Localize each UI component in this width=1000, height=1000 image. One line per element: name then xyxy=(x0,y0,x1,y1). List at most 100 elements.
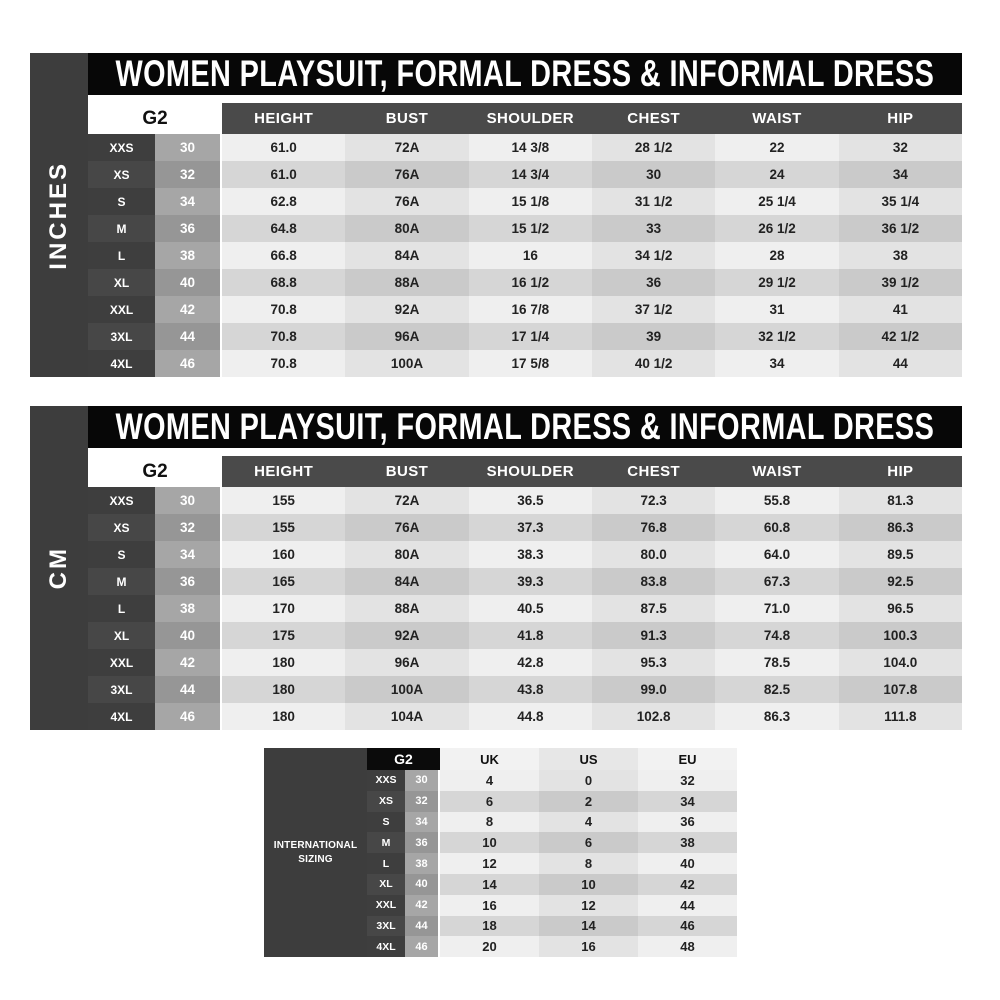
value-cell: 87.5 xyxy=(592,595,716,622)
value-cell: 81.3 xyxy=(838,487,962,514)
value-cell: 4 xyxy=(539,811,638,833)
size-number-cell: 36 xyxy=(155,568,222,595)
size-number-cell: 30 xyxy=(405,770,440,791)
value-cell: 84A xyxy=(345,568,469,595)
value-cell: 25 1/4 xyxy=(715,188,839,215)
table-title: WOMEN PLAYSUIT, FORMAL DRESS & INFORMAL … xyxy=(115,406,935,447)
value-cell: 70.8 xyxy=(222,350,346,377)
value-cell: 16 7/8 xyxy=(468,296,592,323)
value-cell: 31 1/2 xyxy=(592,188,716,215)
value-cell: 86.3 xyxy=(715,703,839,730)
size-label-cell: L xyxy=(367,853,405,874)
value-cell: 95.3 xyxy=(592,649,716,676)
value-cell: 39 xyxy=(592,323,716,350)
value-cell: 15 1/2 xyxy=(468,215,592,242)
size-label-cell: 3XL xyxy=(367,915,405,937)
column-header: WAIST xyxy=(715,103,839,134)
value-cell: 24 xyxy=(715,161,839,188)
size-label-cell: XXL xyxy=(88,649,155,676)
value-cell: 175 xyxy=(222,622,346,649)
value-cell: 34 1/2 xyxy=(592,242,716,269)
value-cell: 16 xyxy=(539,936,638,958)
value-cell: 70.8 xyxy=(222,296,346,323)
size-number-cell: 46 xyxy=(155,703,222,730)
value-cell: 92A xyxy=(345,296,469,323)
g2-size-system-header: G2 xyxy=(367,748,440,770)
value-cell: 34 xyxy=(715,350,839,377)
value-cell: 83.8 xyxy=(592,568,716,595)
value-cell: 104.0 xyxy=(838,649,962,676)
value-cell: 35 1/4 xyxy=(838,188,962,215)
size-label-cell: 4XL xyxy=(88,350,155,377)
value-cell: 40.5 xyxy=(468,595,592,622)
value-cell: 17 1/4 xyxy=(468,323,592,350)
value-cell: 92A xyxy=(345,622,469,649)
size-label-cell: M xyxy=(367,832,405,854)
column-header: BUST xyxy=(345,103,469,134)
size-number-cell: 38 xyxy=(405,853,440,874)
column-header: EU xyxy=(638,748,737,770)
value-cell: 14 xyxy=(440,873,539,895)
value-cell: 100A xyxy=(345,350,469,377)
value-cell: 80A xyxy=(345,541,469,568)
column-header: CHEST xyxy=(592,103,716,134)
value-cell: 76.8 xyxy=(592,514,716,541)
value-cell: 34 xyxy=(838,161,962,188)
size-number-cell: 44 xyxy=(155,323,222,350)
column-header: HEIGHT xyxy=(222,103,346,134)
value-cell: 39 1/2 xyxy=(838,269,962,296)
value-cell: 60.8 xyxy=(715,514,839,541)
size-label-cell: XL xyxy=(367,873,405,895)
size-number-cell: 38 xyxy=(155,242,222,269)
divider xyxy=(88,95,962,103)
size-number-cell: 46 xyxy=(405,936,440,958)
value-cell: 10 xyxy=(440,832,539,854)
value-cell: 2 xyxy=(539,790,638,812)
value-cell: 44 xyxy=(638,894,737,916)
value-cell: 38 xyxy=(838,242,962,269)
value-cell: 48 xyxy=(638,936,737,958)
size-number-cell: 40 xyxy=(155,622,222,649)
table-title: WOMEN PLAYSUIT, FORMAL DRESS & INFORMAL … xyxy=(115,53,935,94)
value-cell: 180 xyxy=(222,676,346,703)
value-cell: 31 xyxy=(715,296,839,323)
size-number-cell: 40 xyxy=(155,269,222,296)
size-label-cell: XXL xyxy=(88,296,155,323)
value-cell: 91.3 xyxy=(592,622,716,649)
value-cell: 76A xyxy=(345,514,469,541)
value-cell: 100.3 xyxy=(838,622,962,649)
value-cell: 155 xyxy=(222,514,346,541)
value-cell: 33 xyxy=(592,215,716,242)
value-cell: 102.8 xyxy=(592,703,716,730)
value-cell: 70.8 xyxy=(222,323,346,350)
cm-size-table: CM WOMEN PLAYSUIT, FORMAL DRESS & INFORM… xyxy=(30,406,962,730)
value-cell: 72A xyxy=(345,134,469,161)
value-cell: 36 1/2 xyxy=(838,215,962,242)
size-label-cell: XXS xyxy=(367,770,405,791)
size-label-cell: XL xyxy=(88,269,155,296)
value-cell: 100A xyxy=(345,676,469,703)
value-cell: 80A xyxy=(345,215,469,242)
size-label-cell: 3XL xyxy=(88,676,155,703)
value-cell: 42 xyxy=(638,873,737,895)
value-cell: 38.3 xyxy=(468,541,592,568)
value-cell: 6 xyxy=(539,832,638,854)
value-cell: 67.3 xyxy=(715,568,839,595)
size-number-cell: 46 xyxy=(155,350,222,377)
value-cell: 36 xyxy=(638,811,737,833)
size-number-cell: 40 xyxy=(405,873,440,895)
size-label-cell: 3XL xyxy=(88,323,155,350)
value-cell: 40 xyxy=(638,853,737,874)
value-cell: 34 xyxy=(638,790,737,812)
value-cell: 6 xyxy=(440,790,539,812)
value-cell: 111.8 xyxy=(838,703,962,730)
value-cell: 43.8 xyxy=(468,676,592,703)
value-cell: 15 1/8 xyxy=(468,188,592,215)
size-number-cell: 36 xyxy=(155,215,222,242)
size-number-cell: 42 xyxy=(155,649,222,676)
value-cell: 16 xyxy=(440,894,539,916)
table-title-bar: WOMEN PLAYSUIT, FORMAL DRESS & INFORMAL … xyxy=(88,406,962,448)
cm-unit-label: CM xyxy=(45,546,72,590)
size-number-cell: 30 xyxy=(155,134,222,161)
